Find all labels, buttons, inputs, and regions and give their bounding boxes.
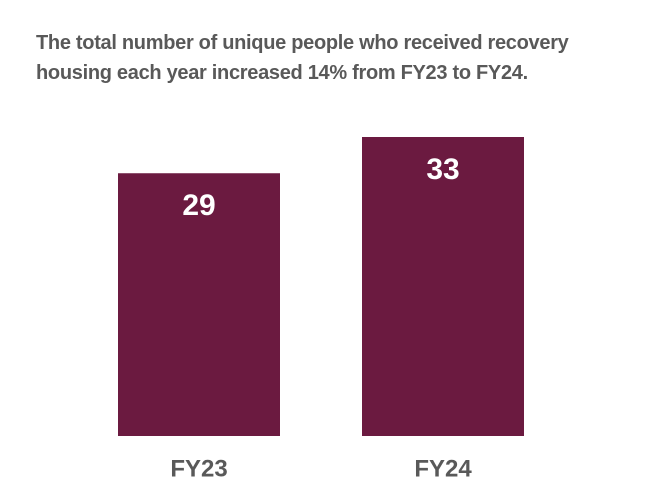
- bar: [362, 137, 524, 436]
- x-tick-label: FY23: [170, 455, 227, 482]
- bar: [118, 173, 280, 436]
- value-label: 29: [182, 189, 215, 222]
- value-label: 33: [426, 153, 459, 186]
- chart-title: The total number of unique people who re…: [36, 32, 569, 84]
- x-tick-label: FY24: [414, 455, 472, 482]
